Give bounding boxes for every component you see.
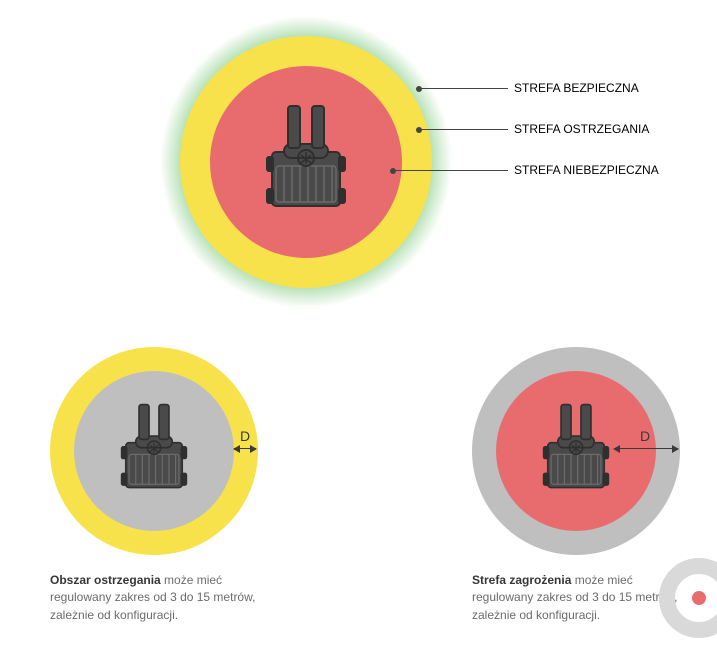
caption-text: może mieć — [161, 573, 222, 587]
caption-lead: Strefa zagrożenia — [472, 573, 571, 587]
leader-warn — [420, 129, 508, 130]
diagram-stage: STREFA BEZPIECZNA STREFA OSTRZEGANIA STR… — [0, 0, 717, 656]
d-arrow-danger — [614, 448, 678, 449]
zone-diagram-danger — [472, 347, 680, 555]
caption-text: zależnie od konfiguracji. — [472, 608, 600, 622]
caption-lead: Obszar ostrzegania — [50, 573, 161, 587]
zone-diagram-top — [160, 16, 452, 308]
caption-danger: Strefa zagrożenia może mieć regulowany z… — [472, 572, 677, 624]
d-label-warning: D — [240, 428, 250, 444]
d-label-danger: D — [640, 428, 650, 444]
d-arrow-warning — [234, 448, 256, 449]
caption-text: regulowany zakres od 3 do 15 metrów, — [50, 590, 255, 604]
zone-diagram-warning — [50, 347, 258, 555]
zone-label-safe: STREFA BEZPIECZNA — [514, 81, 639, 95]
caption-text: regulowany zakres od 3 do 15 metrów, — [472, 590, 677, 604]
zone-label-danger: STREFA NIEBEZPIECZNA — [514, 163, 659, 177]
leader-danger — [394, 170, 508, 171]
leader-safe — [420, 88, 508, 89]
caption-text: zależnie od konfiguracji. — [50, 608, 178, 622]
zone-label-warn: STREFA OSTRZEGANIA — [514, 122, 649, 136]
caption-warning: Obszar ostrzegania może mieć regulowany … — [50, 572, 255, 624]
caption-text: może mieć — [571, 573, 632, 587]
